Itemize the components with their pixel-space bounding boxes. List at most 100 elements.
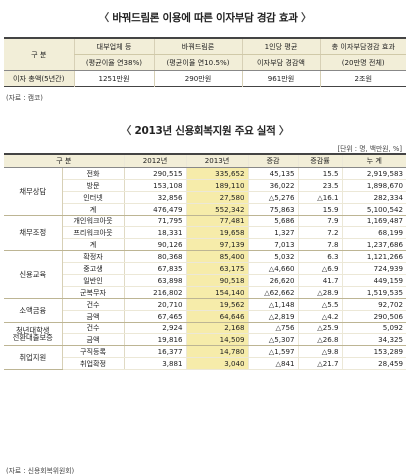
value-2012: 476,479 <box>123 203 186 216</box>
value-2013: 19,658 <box>185 226 248 240</box>
table-row: 군복무자 216,802 154,140 △62,662 △28.9 1,519,535 <box>4 286 406 299</box>
total-value: 5,100,542 <box>341 203 406 216</box>
value-2012: 3,881 <box>123 357 186 371</box>
value-2013: 335,652 <box>185 167 248 180</box>
sub: 중고생 <box>62 262 125 276</box>
total-value: 1,519,535 <box>341 286 406 299</box>
header-cell: 누 계 <box>341 154 406 168</box>
table-header-row: 구 분 대부업체 등 바꿔드림론 1인당 평균 총 이자부담경감 효과 <box>4 38 406 71</box>
table-row: 중고생 67,835 63,175 △4,660 △6.9 724,939 <box>4 262 406 276</box>
value-2013: 63,175 <box>185 262 248 276</box>
diff-value: △841 <box>247 357 298 371</box>
row-label: 이자 총액(5년간) <box>4 70 74 87</box>
diff-value: 7,013 <box>247 238 298 252</box>
value-2013: 14,780 <box>185 345 248 359</box>
total-value: 1,898,670 <box>341 179 406 192</box>
rate-value: 23.5 <box>297 179 342 192</box>
source-note: (자료 : 캠코) <box>6 94 43 102</box>
value-2012: 153,108 <box>123 179 186 192</box>
total-value: 28,459 <box>341 357 406 371</box>
header-cell: (평균이율 연10.5%) <box>153 54 242 71</box>
rate-value: △4.2 <box>297 310 342 323</box>
diff-value: △1,148 <box>247 298 298 311</box>
table-row: 일반인 63,898 90,518 26,620 41.7 449,159 <box>4 274 406 287</box>
diff-value: 5,686 <box>247 215 298 228</box>
total-value: 153,289 <box>341 345 406 359</box>
value-2012: 67,465 <box>123 310 186 323</box>
header-cell: 대부업체 등 <box>73 38 154 55</box>
diff-value: △2,819 <box>247 310 298 323</box>
total-value: 1,121,266 <box>341 250 406 264</box>
sub: 방문 <box>62 179 125 192</box>
credit-recovery-table: 구 분 2012년 2013년 증감 증감률 누 계 채무상담 전화 290,515… <box>4 153 406 371</box>
total-value: 282,334 <box>341 191 406 204</box>
value-2013: 77,481 <box>185 215 248 228</box>
diff-value: △756 <box>247 322 298 335</box>
header-cell: (20만명 전체) <box>319 54 406 71</box>
rate-value: △16.1 <box>297 191 342 204</box>
header-cell: 증감 <box>247 154 298 168</box>
table-row: 이자 총액(5년간) 1251만원 290만원 961만원 2조원 <box>4 70 406 87</box>
table-row: 취업지원 구직등록 16,377 14,780 △1,597 △9.8 153,289 <box>4 345 406 371</box>
sub: 인터넷 <box>62 191 125 204</box>
value-2013: 552,342 <box>185 203 248 216</box>
sub: 확정자 <box>62 250 125 264</box>
sub: 금액 <box>62 310 125 323</box>
total-value: 5,092 <box>341 322 406 335</box>
diff-value: △5,276 <box>247 191 298 204</box>
value-2013: 85,400 <box>185 250 248 264</box>
rate-value: △26.8 <box>297 333 342 347</box>
table-row: 계 90,126 97,139 7,013 7.8 1,237,686 <box>4 238 406 252</box>
interest-effect-table: 구 분 대부업체 등 바꿔드림론 1인당 평균 총 이자부담경감 효과 (평균이… <box>4 37 406 87</box>
value-2012: 216,802 <box>123 286 186 299</box>
header-cell: (평균이율 연38%) <box>73 54 154 71</box>
table-cell: 2조원 <box>319 70 406 87</box>
rate-value: △9.8 <box>297 345 342 359</box>
sub: 개인워크아웃 <box>62 215 125 228</box>
total-value: 68,199 <box>341 226 406 240</box>
total-value: 724,939 <box>341 262 406 276</box>
value-2013: 64,646 <box>185 310 248 323</box>
table-cell: 961만원 <box>241 70 320 87</box>
title-text: 2013년 신용회복지원 주요 실적 <box>134 125 276 137</box>
sub: 전화 <box>62 167 125 180</box>
value-2013: 3,040 <box>185 357 248 371</box>
rate-value: 7.9 <box>297 215 342 228</box>
value-2013: 27,580 <box>185 191 248 204</box>
title-text: 바꿔드림론 이용에 따른 이자부담 경감 효과 <box>112 12 298 24</box>
header-cell: 1인당 평균 <box>241 38 320 55</box>
category-cell: 채무상담 <box>4 167 63 216</box>
value-2013: 2,168 <box>185 322 248 335</box>
value-2012: 2,924 <box>123 322 186 335</box>
table-header-row: 구 분 2012년 2013년 증감 증감률 누 계 <box>4 154 406 168</box>
sub: 건수 <box>62 322 125 335</box>
diff-value: △1,597 <box>247 345 298 359</box>
total-value: 1,169,487 <box>341 215 406 228</box>
diff-value: 26,620 <box>247 274 298 287</box>
value-2012: 63,898 <box>123 274 186 287</box>
table-row: 인터넷 32,856 27,580 △5,276 △16.1 282,334 <box>4 191 406 204</box>
source-note: (자료 : 신용회복위원회) <box>6 467 75 475</box>
value-2012: 18,331 <box>123 226 186 240</box>
section-title-loan-effect: 〈 바꿔드림론 이용에 따른 이자부담 경감 효과 〉 <box>98 12 312 24</box>
value-2012: 67,835 <box>123 262 186 276</box>
category-cell: 청년대학생 전환대출보증 <box>4 322 63 347</box>
header-cell: 증감률 <box>297 154 342 168</box>
category-cell: 채무조정 <box>4 215 63 252</box>
diff-value: 5,032 <box>247 250 298 264</box>
table-row: 소액금융 건수 20,710 19,562 △1,148 △5.5 92,702 <box>4 298 406 323</box>
table-cell: 1251만원 <box>73 70 154 87</box>
diff-value: △5,307 <box>247 333 298 347</box>
rate-value: 7.2 <box>297 226 342 240</box>
table-body: 채무상담 전화 290,515 335,652 45,135 15.5 2,919,583 방… <box>4 167 406 371</box>
header-cell: 구 분 <box>4 154 124 168</box>
value-2013: 19,562 <box>185 298 248 311</box>
table-row: 청년대학생 전환대출보증 건수 2,924 2,168 △756 △25.9 5,092 <box>4 322 406 347</box>
header-cell: 구 분 <box>4 38 74 71</box>
header-cell: 2012년 <box>123 154 186 168</box>
value-2012: 20,710 <box>123 298 186 311</box>
total-value: 2,919,583 <box>341 167 406 180</box>
value-2013: 189,110 <box>185 179 248 192</box>
rate-value: △21.7 <box>297 357 342 371</box>
category-cell: 소액금융 <box>4 298 63 323</box>
